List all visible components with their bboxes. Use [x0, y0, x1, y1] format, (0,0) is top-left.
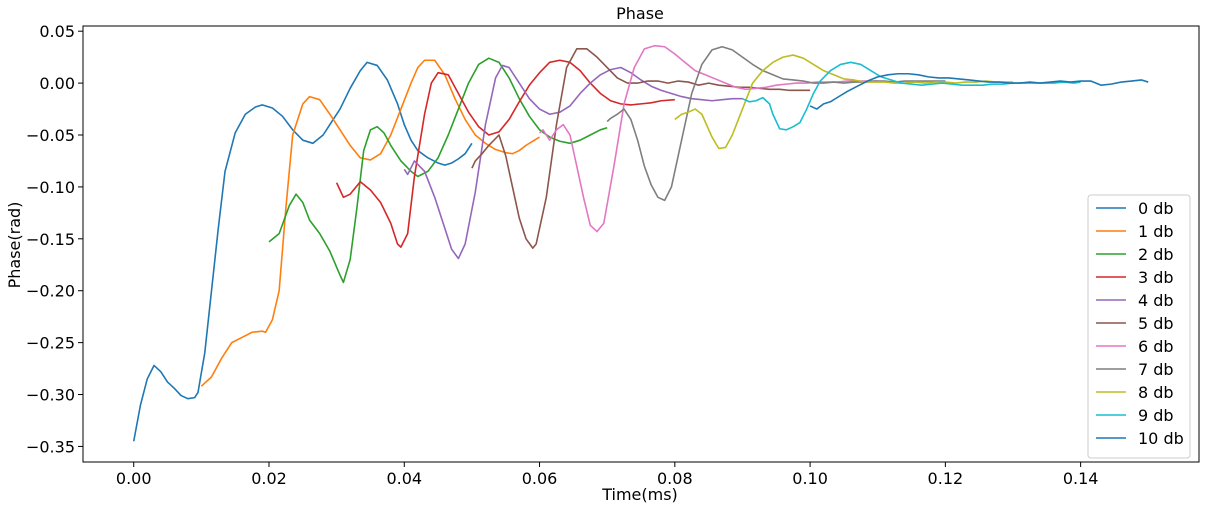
y-tick-label-8: 0.05 [39, 22, 75, 41]
legend-label-2: 2 db [1138, 245, 1174, 264]
y-tick-label-4: −0.15 [26, 230, 75, 249]
legend-label-6: 6 db [1138, 337, 1174, 356]
x-tick-label-2: 0.04 [386, 469, 422, 488]
x-tick-label-6: 0.12 [928, 469, 964, 488]
series-line-8 [674, 54, 1013, 150]
series-line-6 [539, 44, 878, 233]
series-line-1 [200, 59, 540, 387]
y-tick-label-3: −0.20 [26, 282, 75, 301]
series-line-9 [742, 61, 1081, 131]
series-line-2 [268, 57, 608, 284]
legend-label-7: 7 db [1138, 360, 1174, 379]
x-tick-label-5: 0.10 [792, 469, 828, 488]
series-line-4 [403, 64, 743, 260]
x-axis-label: Time(ms) [601, 485, 678, 504]
x-tick-label-3: 0.06 [522, 469, 558, 488]
y-axis-label: Phase(rad) [5, 202, 24, 289]
x-tick-label-7: 0.14 [1063, 469, 1099, 488]
legend-label-5: 5 db [1138, 314, 1174, 333]
y-tick-label-5: −0.10 [26, 178, 75, 197]
x-tick-label-1: 0.02 [251, 469, 287, 488]
series-line-3 [335, 59, 675, 248]
y-tick-label-1: −0.30 [26, 386, 75, 405]
series-line-5 [471, 48, 811, 249]
legend-label-10: 10 db [1138, 429, 1184, 448]
y-tick-label-7: 0.00 [39, 74, 75, 93]
x-tick-label-0: 0.00 [116, 469, 152, 488]
plot-area: 0.00 0.02 0.04 0.06 0.08 0.10 0.12 0.14 −0.35 −0.… [26, 22, 1200, 488]
chart-title: Phase [616, 4, 664, 23]
legend-label-8: 8 db [1138, 383, 1174, 402]
legend-label-4: 4 db [1138, 291, 1174, 310]
legend-label-0: 0 db [1138, 199, 1174, 218]
x-tick-label-4: 0.08 [657, 469, 693, 488]
series-line-7 [606, 45, 946, 202]
series-line-0 [132, 61, 473, 442]
y-tick-label-2: −0.25 [26, 334, 75, 353]
legend-label-9: 9 db [1138, 406, 1174, 425]
plot-frame [82, 25, 1200, 463]
y-tick-label-0: −0.35 [26, 437, 75, 456]
legend-label-3: 3 db [1138, 268, 1174, 287]
series-line-10 [809, 72, 1149, 110]
legend-label-1: 1 db [1138, 222, 1174, 241]
y-tick-label-6: −0.05 [26, 126, 75, 145]
